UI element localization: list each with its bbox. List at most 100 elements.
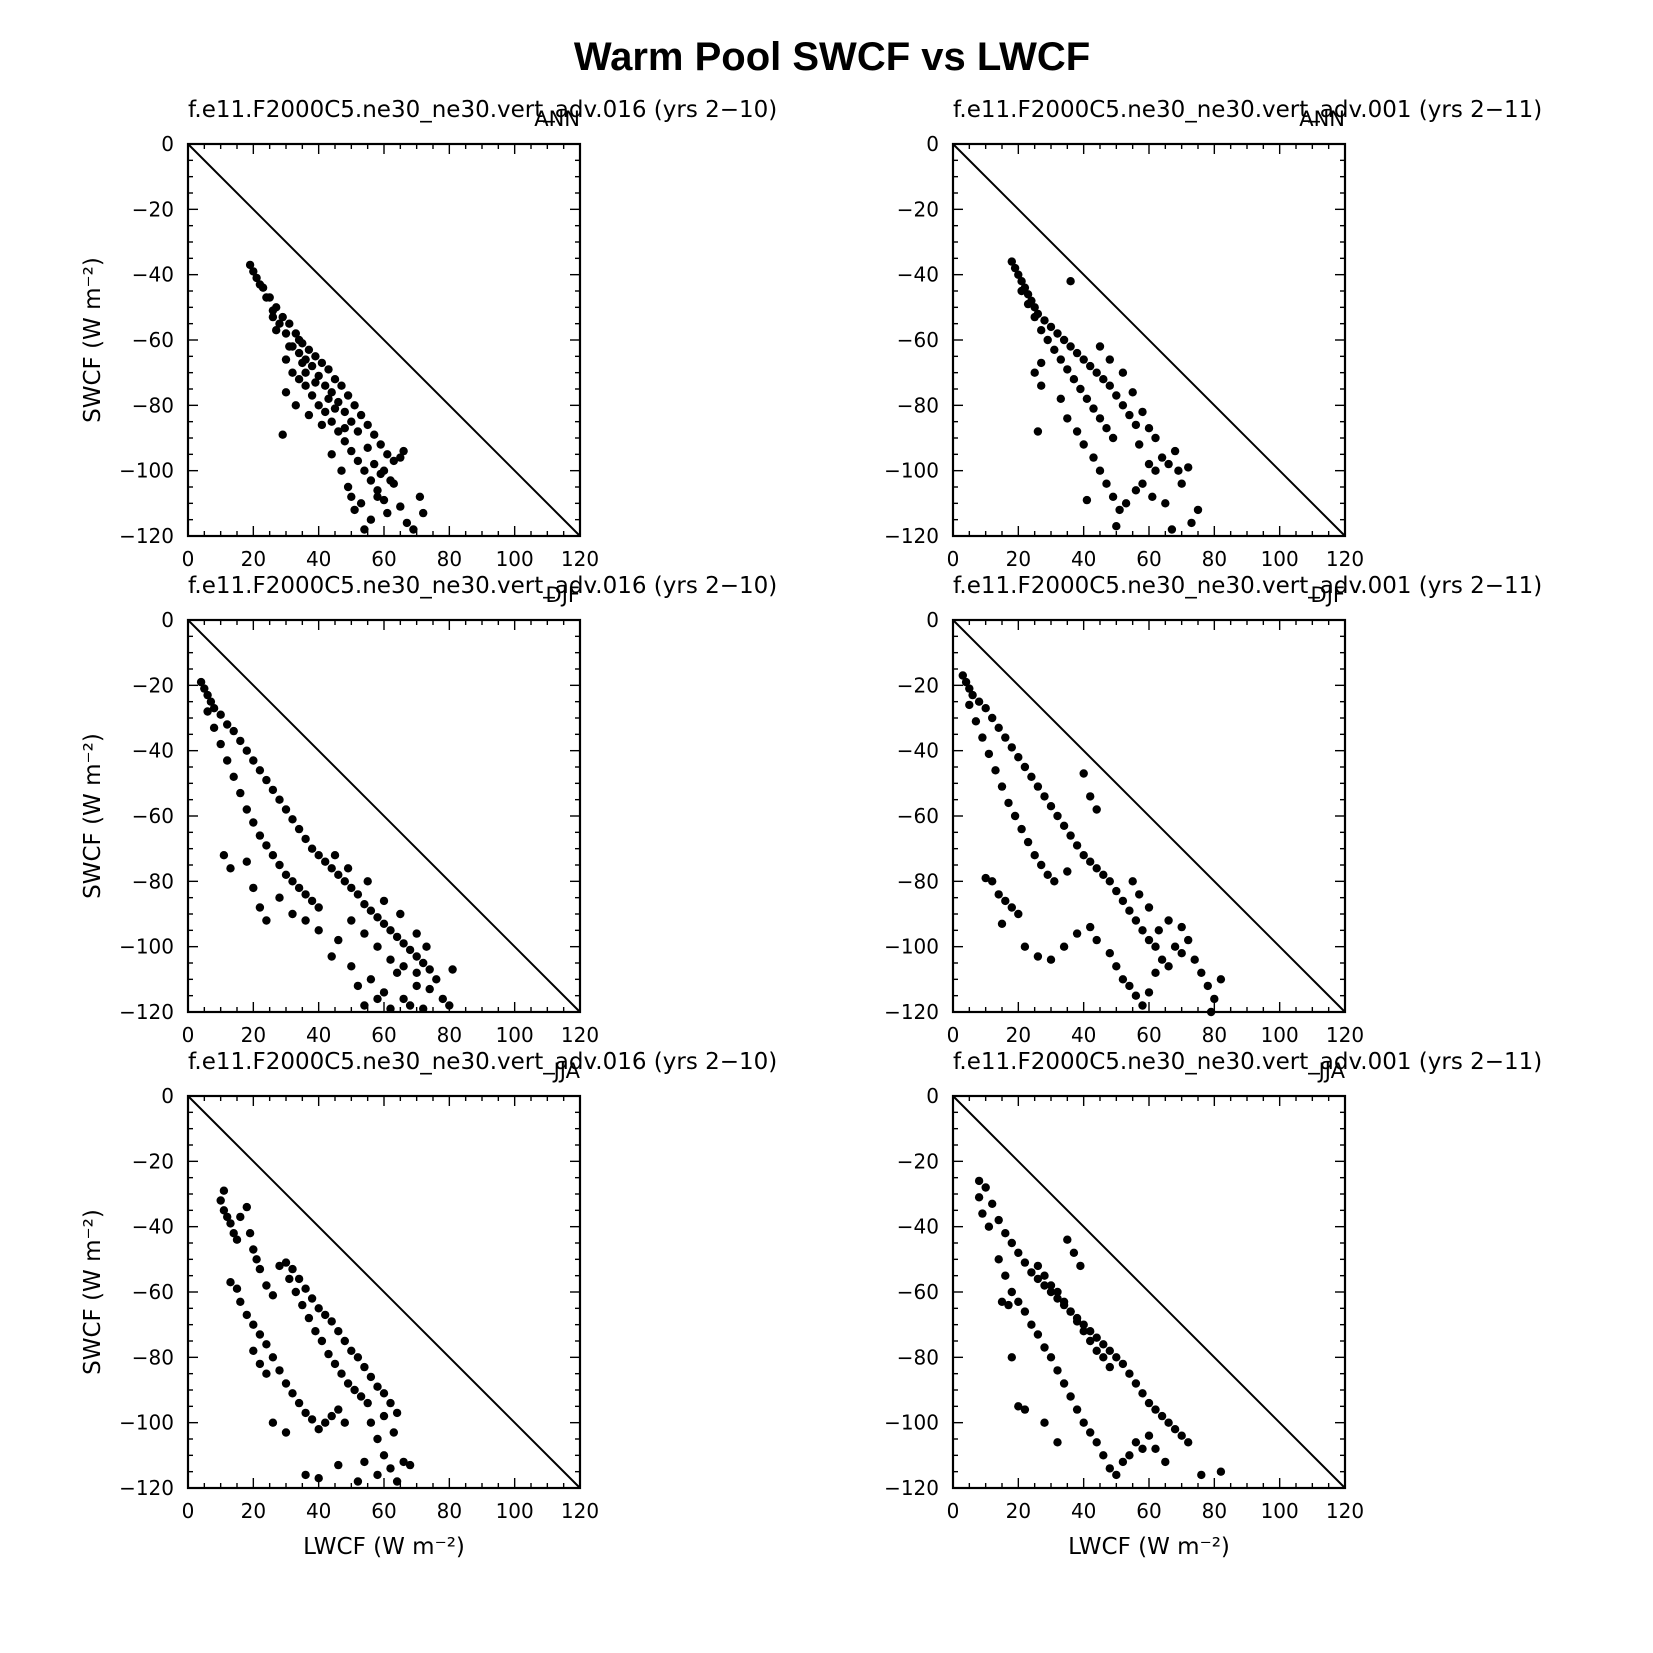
- x-tick-label: 100: [1261, 1023, 1299, 1047]
- x-tick-label: 120: [1326, 1023, 1364, 1047]
- scatter-point: [1056, 394, 1066, 403]
- scatter-point: [340, 424, 349, 433]
- scatter-point: [373, 942, 382, 951]
- y-tick-label: −80: [132, 393, 174, 417]
- scatter-point: [1138, 1389, 1147, 1398]
- scatter-point: [1164, 1418, 1173, 1427]
- scatter-point: [1086, 1336, 1095, 1346]
- scatter-point: [1050, 877, 1059, 886]
- y-tick-label: −100: [884, 935, 939, 959]
- scatter-point: [419, 958, 428, 968]
- scatter-point: [392, 932, 402, 942]
- scatter-point: [392, 1477, 402, 1486]
- scatter-point: [1206, 1007, 1216, 1017]
- scatter-point: [1004, 1300, 1013, 1310]
- scatter-point: [1131, 991, 1141, 1000]
- scatter-point: [1020, 1258, 1030, 1267]
- scatter-point: [1072, 348, 1082, 358]
- scatter-point: [360, 1001, 369, 1010]
- scatter-point: [347, 883, 356, 893]
- scatter-point: [236, 1212, 245, 1222]
- scatter-point: [1072, 1317, 1082, 1326]
- scatter-point: [1014, 753, 1023, 762]
- scatter-point: [288, 909, 297, 919]
- scatter-point: [1066, 277, 1075, 286]
- scatter-point: [232, 1284, 242, 1293]
- scatter-point: [379, 1451, 389, 1460]
- scatter-point: [350, 1385, 359, 1395]
- panel-title: f.e11.F2000C5.ne30_ne30.vert_adv.001 (yr…: [953, 573, 1542, 599]
- scatter-point: [1118, 1359, 1128, 1369]
- scatter-point: [268, 785, 278, 795]
- scatter-point: [1138, 407, 1147, 417]
- scatter-point: [1112, 522, 1121, 531]
- scatter-point: [281, 1258, 291, 1267]
- scatter-point: [294, 335, 304, 345]
- scatter-point: [984, 1222, 994, 1231]
- scatter-point: [1118, 896, 1128, 906]
- y-tick-label: −20: [132, 1149, 174, 1173]
- scatter-point: [1023, 299, 1033, 309]
- scatter-point: [1076, 1261, 1085, 1271]
- scatter-point: [1151, 466, 1160, 475]
- scatter-point: [1020, 942, 1030, 951]
- scatter-point: [327, 864, 336, 873]
- scatter-point: [196, 677, 206, 687]
- scatter-point: [321, 857, 330, 866]
- scatter-point: [223, 1212, 232, 1222]
- scatter-point: [1187, 518, 1196, 528]
- scatter-point: [262, 916, 271, 925]
- y-tick-label: −40: [132, 263, 174, 287]
- scatter-point: [219, 1186, 229, 1195]
- scatter-point: [1050, 345, 1059, 354]
- scatter-point: [314, 926, 323, 935]
- scatter-point: [249, 1245, 258, 1254]
- scatter-point: [1157, 453, 1167, 462]
- scatter-point: [412, 981, 421, 991]
- scatter-point: [242, 1310, 251, 1320]
- scatter-point: [422, 942, 431, 951]
- scatter-point: [255, 766, 265, 775]
- scatter-point: [1092, 935, 1101, 945]
- reference-line: [952, 143, 1346, 537]
- scatter-point: [347, 492, 356, 501]
- scatter-point: [997, 782, 1007, 791]
- scatter-point: [396, 909, 405, 919]
- scatter-point: [206, 697, 216, 706]
- scatter-point: [1161, 499, 1170, 508]
- x-tick-label: 100: [496, 547, 534, 571]
- y-tick-label: −60: [897, 328, 939, 352]
- scatter-point: [419, 1004, 428, 1013]
- scatter-point: [1102, 479, 1111, 488]
- scatter-point: [288, 815, 297, 824]
- scatter-point: [1082, 394, 1092, 403]
- scatter-point: [1010, 263, 1020, 273]
- scatter-point: [353, 1353, 363, 1362]
- scatter-point: [356, 410, 366, 420]
- scatter-point: [1164, 459, 1173, 469]
- scatter-point: [252, 273, 261, 283]
- scatter-point: [1170, 446, 1180, 456]
- scatter-point: [994, 1215, 1003, 1225]
- scatter-point: [245, 260, 255, 270]
- y-tick-label: 0: [926, 608, 939, 632]
- scatter-point: [396, 453, 405, 462]
- scatter-point: [301, 834, 310, 844]
- scatter-point: [1216, 975, 1226, 984]
- scatter-point: [389, 456, 398, 466]
- scatter-point: [216, 710, 225, 719]
- scatter-point: [1030, 368, 1039, 377]
- y-tick-label: −20: [897, 1149, 939, 1173]
- scatter-point: [1086, 361, 1095, 371]
- scatter-point: [1017, 277, 1026, 286]
- scatter-point: [249, 1346, 258, 1356]
- scatter-point: [321, 1418, 330, 1427]
- scatter-point: [314, 1474, 323, 1483]
- season-label: DJF: [1311, 583, 1345, 607]
- scatter-point: [386, 926, 395, 935]
- scatter-point: [307, 896, 317, 906]
- scatter-point: [242, 805, 251, 814]
- scatter-point: [340, 877, 349, 886]
- scatter-point: [330, 375, 340, 384]
- x-tick-label: 100: [1261, 547, 1299, 571]
